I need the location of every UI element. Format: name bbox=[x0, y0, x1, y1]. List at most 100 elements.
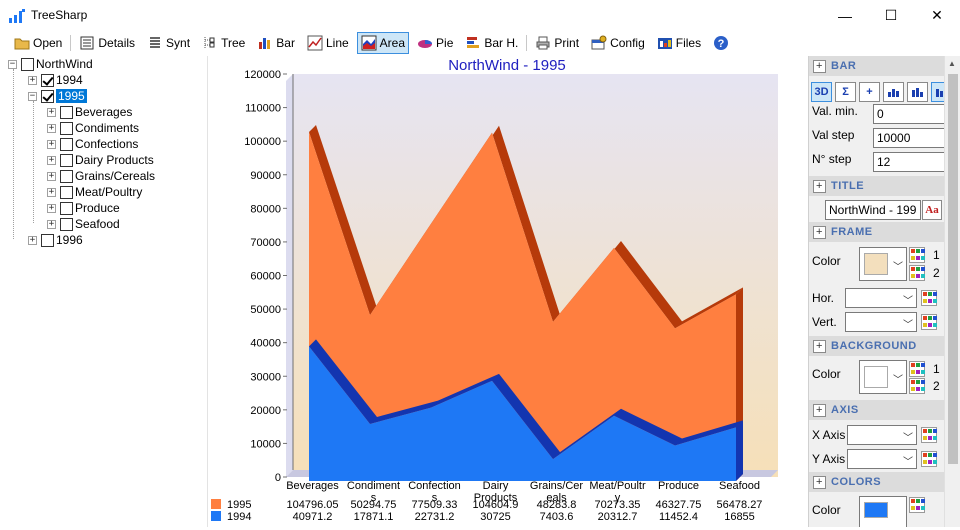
close-icon: ✕ bbox=[931, 7, 943, 24]
checkbox[interactable] bbox=[41, 234, 54, 247]
checkbox[interactable] bbox=[21, 58, 34, 71]
expand-icon[interactable]: + bbox=[813, 60, 826, 73]
expand-icon[interactable]: + bbox=[47, 156, 56, 165]
checkbox[interactable] bbox=[60, 154, 73, 167]
vert-select[interactable]: ﹀ bbox=[845, 312, 917, 332]
3d-button[interactable]: 3D bbox=[811, 82, 832, 102]
tree-node-label: 1996 bbox=[56, 233, 83, 247]
checkbox[interactable] bbox=[60, 186, 73, 199]
tree-node-category[interactable]: + Seafood bbox=[47, 216, 120, 232]
expand-icon[interactable]: + bbox=[47, 204, 56, 213]
checkbox[interactable] bbox=[60, 170, 73, 183]
bar-style-button[interactable] bbox=[907, 82, 928, 102]
checkbox[interactable] bbox=[41, 74, 54, 87]
expand-icon[interactable]: + bbox=[28, 236, 37, 245]
expand-icon[interactable]: + bbox=[47, 124, 56, 133]
series-1994-side bbox=[736, 420, 743, 481]
color-swatch bbox=[864, 366, 888, 388]
val-min-input[interactable] bbox=[873, 104, 953, 124]
palette-icon[interactable] bbox=[921, 451, 937, 467]
expand-icon[interactable]: + bbox=[47, 108, 56, 117]
line-button[interactable]: Line bbox=[303, 32, 353, 54]
checkbox[interactable] bbox=[60, 202, 73, 215]
checkbox[interactable] bbox=[60, 218, 73, 231]
axis-section-header[interactable]: + AXIS bbox=[809, 400, 945, 420]
scroll-up-icon[interactable]: ▲ bbox=[948, 59, 956, 68]
add-button[interactable]: + bbox=[859, 82, 880, 102]
tree-node-1996[interactable]: + 1996 bbox=[28, 232, 83, 248]
val-step-input[interactable] bbox=[873, 128, 953, 148]
tree-node-northwind[interactable]: − NorthWind bbox=[8, 56, 93, 72]
frame-section-header[interactable]: + FRAME bbox=[809, 222, 945, 242]
checkbox[interactable] bbox=[41, 90, 54, 103]
print-button[interactable]: Print bbox=[531, 32, 583, 54]
palette-icon[interactable] bbox=[921, 290, 937, 306]
expand-icon[interactable]: + bbox=[47, 220, 56, 229]
open-button[interactable]: Open bbox=[10, 32, 66, 54]
palette-icon[interactable] bbox=[921, 427, 937, 443]
tree-node-category[interactable]: + Dairy Products bbox=[47, 152, 154, 168]
expand-icon[interactable]: + bbox=[28, 76, 37, 85]
collapse-icon[interactable]: − bbox=[28, 92, 37, 101]
expand-icon[interactable]: + bbox=[813, 340, 826, 353]
expand-icon[interactable]: + bbox=[813, 180, 826, 193]
checkbox[interactable] bbox=[60, 122, 73, 135]
palette-icon[interactable] bbox=[909, 247, 925, 263]
expand-icon[interactable]: + bbox=[813, 404, 826, 417]
x-axis-select[interactable]: ﹀ bbox=[847, 425, 917, 445]
tree-node-1995[interactable]: − 1995 bbox=[28, 88, 87, 104]
expand-icon[interactable]: + bbox=[47, 172, 56, 181]
tree-node-category[interactable]: + Grains/Cereals bbox=[47, 168, 155, 184]
details-button[interactable]: Details bbox=[75, 32, 139, 54]
settings-panel: + BAR 3D Σ + Val. min. Val step N° step … bbox=[808, 56, 960, 527]
tree-node-category[interactable]: + Condiments bbox=[47, 120, 139, 136]
palette-icon[interactable] bbox=[909, 361, 925, 377]
maximize-button[interactable]: ☐ bbox=[868, 0, 914, 31]
tree-node-1994[interactable]: + 1994 bbox=[28, 72, 83, 88]
help-button[interactable]: ? bbox=[709, 32, 736, 54]
n-step-input[interactable] bbox=[873, 152, 953, 172]
series-color-select[interactable] bbox=[859, 496, 907, 527]
checkbox[interactable] bbox=[60, 138, 73, 151]
expand-icon[interactable]: + bbox=[813, 476, 826, 489]
files-button[interactable]: Files bbox=[653, 32, 705, 54]
collapse-icon[interactable]: − bbox=[8, 60, 17, 69]
background-section-header[interactable]: + BACKGROUND bbox=[809, 336, 945, 356]
tree-node-category[interactable]: + Confections bbox=[47, 136, 138, 152]
synt-button[interactable]: Synt bbox=[143, 32, 194, 54]
colors-section-header[interactable]: + COLORS bbox=[809, 472, 945, 492]
tree-node-category[interactable]: + Produce bbox=[47, 200, 120, 216]
bar-h-button[interactable]: Bar H. bbox=[461, 32, 522, 54]
palette-icon[interactable] bbox=[921, 314, 937, 330]
area-button[interactable]: Area bbox=[357, 32, 409, 54]
pie-button[interactable]: Pie bbox=[413, 32, 457, 54]
panel-scrollbar[interactable]: ▲ bbox=[944, 56, 960, 527]
tree-node-category[interactable]: + Meat/Poultry bbox=[47, 184, 142, 200]
checkbox[interactable] bbox=[60, 106, 73, 119]
data-label: 70273.35 bbox=[595, 499, 641, 511]
frame-color-select[interactable]: ﹀ bbox=[859, 247, 907, 281]
tree-button[interactable]: Tree bbox=[198, 32, 249, 54]
hor-select[interactable]: ﹀ bbox=[845, 288, 917, 308]
scroll-thumb[interactable] bbox=[948, 74, 958, 464]
tree-node-category[interactable]: + Beverages bbox=[47, 104, 132, 120]
chart-title-input[interactable] bbox=[825, 200, 921, 220]
expand-icon[interactable]: + bbox=[47, 140, 56, 149]
palette-icon[interactable] bbox=[909, 265, 925, 281]
palette-icon[interactable] bbox=[909, 378, 925, 394]
expand-icon[interactable]: + bbox=[813, 226, 826, 239]
bar-style-button[interactable] bbox=[883, 82, 904, 102]
config-button[interactable]: Config bbox=[587, 32, 649, 54]
bar-button[interactable]: Bar bbox=[253, 32, 299, 54]
close-button[interactable]: ✕ bbox=[914, 0, 960, 31]
palette-icon[interactable] bbox=[909, 497, 925, 513]
sum-button[interactable]: Σ bbox=[835, 82, 856, 102]
font-button[interactable]: Aa bbox=[922, 200, 942, 220]
title-section-header[interactable]: + TITLE bbox=[809, 176, 945, 196]
open-label: Open bbox=[33, 36, 62, 50]
expand-icon[interactable]: + bbox=[47, 188, 56, 197]
minimize-button[interactable]: — bbox=[822, 0, 868, 31]
bar-section-header[interactable]: + BAR bbox=[809, 56, 945, 76]
y-axis-select[interactable]: ﹀ bbox=[847, 449, 917, 469]
background-color-select[interactable]: ﹀ bbox=[859, 360, 907, 394]
